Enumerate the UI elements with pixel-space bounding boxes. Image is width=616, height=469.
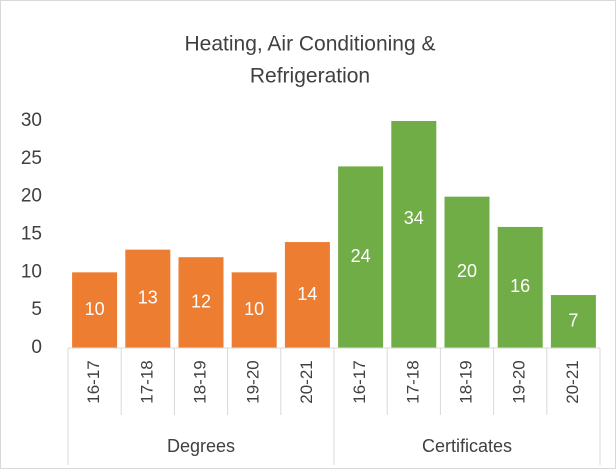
data-label: 24 [351, 246, 371, 266]
bar [338, 166, 384, 348]
y-tick-label: 10 [21, 261, 42, 282]
data-label: 13 [138, 288, 158, 308]
chart-title: Heating, Air Conditioning & [185, 33, 436, 56]
data-label: 10 [244, 299, 264, 319]
data-label: 34 [404, 208, 424, 228]
x-tick-label: 18-19 [456, 360, 475, 403]
x-tick-label: 16-17 [350, 360, 369, 403]
bar [284, 242, 330, 348]
bar [391, 121, 437, 348]
bar [444, 196, 490, 348]
data-label: 7 [568, 310, 578, 330]
y-tick-label: 0 [31, 337, 42, 358]
bar [497, 226, 543, 348]
group-label: Degrees [167, 436, 235, 456]
x-tick-label: 19-20 [510, 360, 529, 403]
y-tick-label: 30 [21, 110, 42, 131]
bar [125, 249, 171, 348]
data-label: 10 [85, 299, 105, 319]
y-tick-label: 20 [21, 186, 42, 207]
bar [72, 272, 118, 348]
group-label: Certificates [422, 436, 512, 456]
data-label: 16 [510, 276, 530, 296]
bar [550, 295, 596, 348]
x-tick-label: 17-18 [137, 360, 156, 403]
y-tick-label: 5 [31, 299, 42, 320]
x-tick-label: 16-17 [84, 360, 103, 403]
x-tick-label: 20-21 [563, 360, 582, 403]
data-label: 20 [457, 261, 477, 281]
y-tick-label: 25 [21, 148, 42, 169]
y-tick-label: 15 [21, 224, 42, 245]
data-label: 14 [297, 284, 317, 304]
data-label: 12 [191, 291, 211, 311]
chart-title: Refrigeration [250, 65, 370, 88]
bar [178, 257, 224, 348]
bar [231, 272, 277, 348]
x-tick-label: 18-19 [190, 360, 209, 403]
plot-area [72, 121, 596, 348]
x-tick-label: 20-21 [297, 360, 316, 403]
x-tick-label: 19-20 [244, 360, 263, 403]
x-tick-label: 17-18 [403, 360, 422, 403]
